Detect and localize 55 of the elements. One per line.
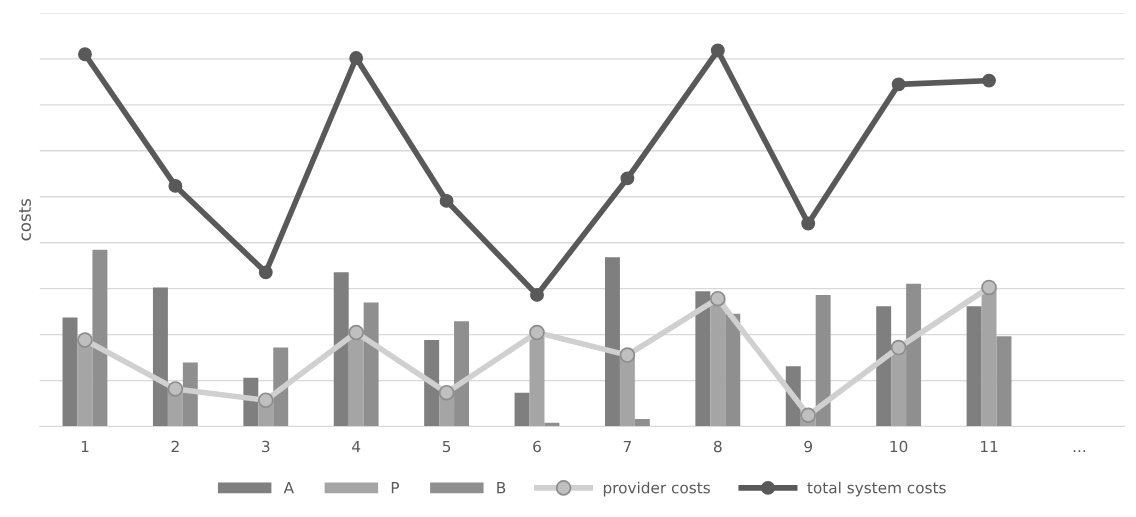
legend-label: total system costs	[807, 481, 946, 497]
point	[530, 287, 544, 302]
point	[438, 384, 455, 401]
bar	[619, 355, 635, 427]
x-tick-label: 5	[442, 440, 451, 453]
bar	[424, 340, 440, 427]
bar	[333, 272, 349, 427]
point	[349, 51, 364, 65]
point	[529, 324, 545, 341]
point	[890, 339, 907, 356]
x-tick-label: 1	[81, 440, 89, 453]
x-tick-label: 6	[533, 440, 541, 453]
point	[981, 279, 997, 296]
point	[77, 332, 93, 348]
x-tick-label: 9	[804, 440, 812, 453]
point	[258, 265, 273, 280]
legend-label: A	[283, 482, 294, 494]
legend-label: provider costs	[603, 481, 710, 497]
point	[982, 73, 996, 88]
x-tick-label: 4	[352, 440, 361, 453]
bar	[876, 306, 892, 427]
x-tick-label: 2	[171, 440, 179, 453]
point	[710, 290, 726, 307]
legend-label: P	[391, 482, 400, 494]
point	[619, 347, 636, 363]
point	[439, 193, 454, 208]
y-axis-title: costs	[19, 198, 31, 241]
point	[800, 407, 816, 424]
x-tick-label: 11	[980, 440, 998, 453]
bar	[634, 419, 650, 427]
bar	[966, 306, 982, 427]
point	[257, 392, 274, 408]
bar	[152, 287, 168, 427]
x-tick-label: 10	[890, 440, 908, 453]
point	[710, 43, 725, 58]
bar	[695, 291, 711, 427]
bar	[996, 336, 1012, 427]
point	[348, 324, 364, 341]
legend-label: B	[497, 482, 506, 494]
bar	[77, 340, 93, 427]
x-tick-label: 8	[713, 440, 722, 453]
point	[168, 178, 183, 193]
bar	[514, 392, 530, 427]
point	[801, 216, 816, 231]
point	[620, 171, 635, 186]
x-tick-label: ...	[1073, 450, 1086, 453]
point	[891, 77, 906, 92]
bar	[62, 317, 78, 427]
bar	[604, 257, 620, 427]
bar	[981, 287, 997, 427]
bar	[725, 313, 741, 427]
point	[78, 47, 92, 62]
x-tick-label: 3	[262, 440, 270, 453]
point	[167, 381, 184, 397]
x-tick-label: 7	[623, 440, 631, 453]
